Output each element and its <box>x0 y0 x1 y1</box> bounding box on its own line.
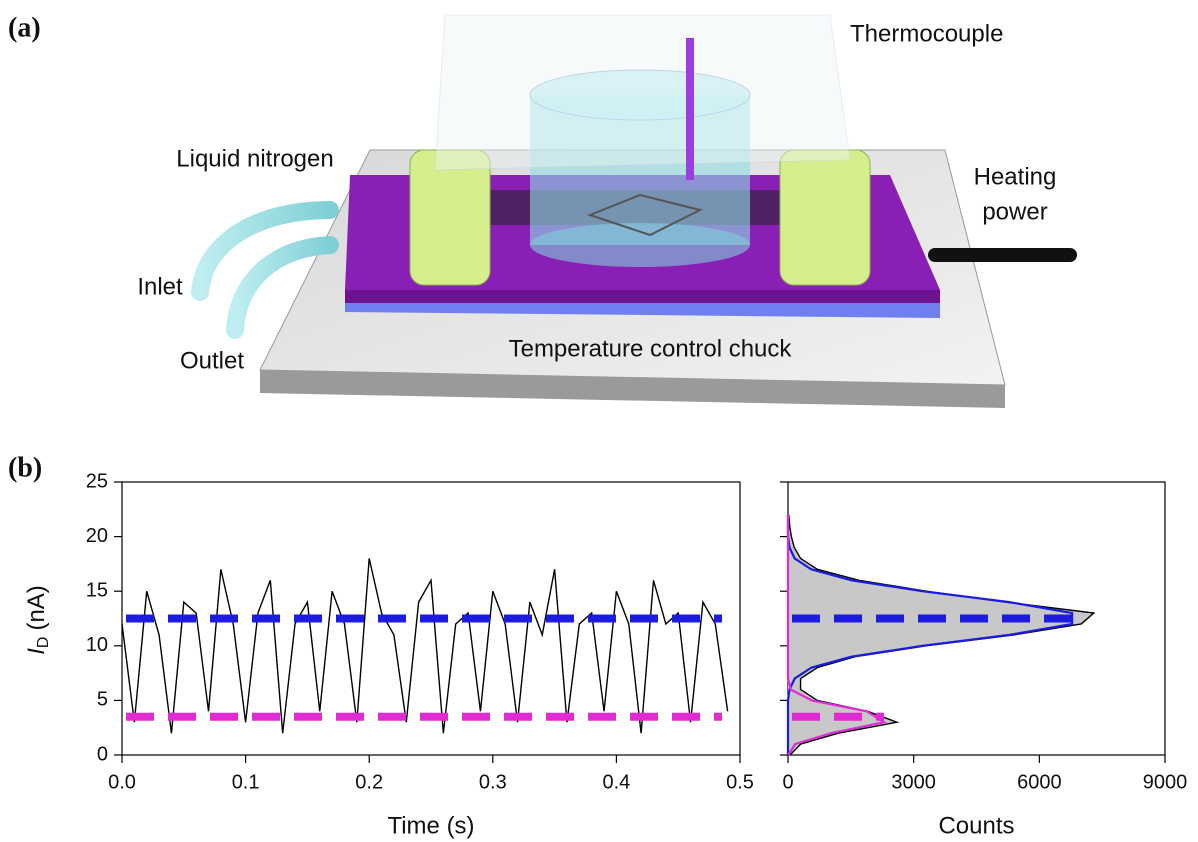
x-axis-label: Counts <box>938 812 1014 839</box>
distribution-curve <box>786 514 1074 755</box>
annotation: Temperature control chuck <box>509 335 793 362</box>
annotation: Heating <box>974 163 1057 190</box>
x-tick-label: 6000 <box>1017 771 1062 793</box>
y-tick-label: 15 <box>86 579 108 601</box>
y-tick-label: 0 <box>97 743 108 765</box>
x-tick-label: 0.1 <box>232 771 260 793</box>
x-tick-label: 0.5 <box>726 771 754 793</box>
y-label-unit: (nA) <box>23 585 50 630</box>
current-trace <box>121 558 729 734</box>
distribution-curve <box>786 514 887 756</box>
annotation: Inlet <box>137 273 183 300</box>
histogram-area <box>788 514 1094 755</box>
annotation: power <box>982 198 1047 225</box>
annotation: Thermocouple <box>850 20 1003 47</box>
annotation: Liquid nitrogen <box>176 145 333 172</box>
x-tick-label: 0.0 <box>108 771 136 793</box>
annotation: Outlet <box>180 347 244 374</box>
plot-frame <box>121 481 741 756</box>
y-tick-label: 10 <box>86 634 108 656</box>
x-axis-label: Time (s) <box>387 812 474 839</box>
y-tick-label: 5 <box>97 689 108 711</box>
panel-label: (b) <box>8 452 42 483</box>
x-tick-label: 0.3 <box>479 771 507 793</box>
y-tick-label: 25 <box>86 470 108 492</box>
x-tick-label: 9000 <box>1143 771 1188 793</box>
y-tick-label: 20 <box>86 525 108 547</box>
panel-label: (a) <box>8 12 41 43</box>
x-tick-label: 0.4 <box>602 771 630 793</box>
device-illustration <box>191 14 1077 408</box>
y-axis-label: ID (nA) <box>23 585 52 655</box>
x-tick-label: 3000 <box>891 771 936 793</box>
x-tick-label: 0 <box>782 771 793 793</box>
x-tick-label: 0.2 <box>355 771 383 793</box>
y-label-subscript: D <box>35 637 52 649</box>
y-label-symbol: I <box>23 648 50 655</box>
